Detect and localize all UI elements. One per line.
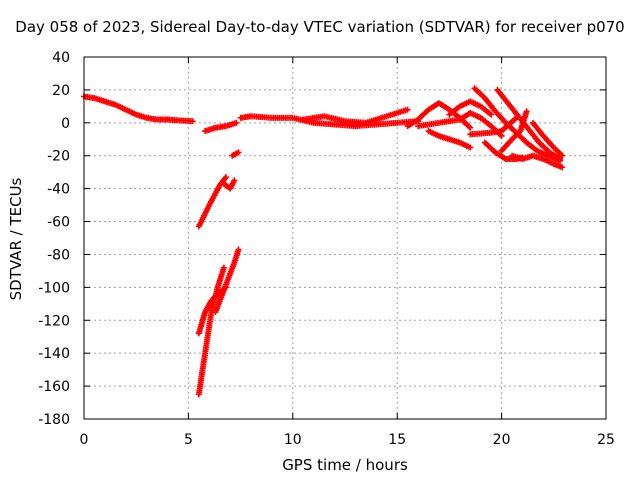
y-tick-label: -20 [47,149,70,165]
y-tick-label: -40 [47,182,70,198]
data-point [222,174,229,181]
data-point [404,106,411,113]
y-tick-label: -160 [38,379,70,395]
series-arc-7 [195,284,229,337]
grid-lines [84,57,606,419]
series-arc-8 [212,246,242,316]
x-tick-label: 20 [493,432,511,448]
data-point [231,177,238,184]
y-tick-label: 0 [61,116,70,132]
series-arc-1 [81,93,196,125]
series-arc-5 [220,177,238,192]
series-arc-12 [415,109,505,139]
data-point [559,152,566,159]
data-point [235,149,242,156]
data-point [523,108,530,115]
data-point [467,124,474,131]
series-arc-18 [498,108,530,154]
series-arc-20 [509,152,566,171]
series-arc-14 [446,98,495,118]
y-tick-labels: -180 -160 -140 -120 -100 -80 -60 -40 -20 0 20 40 [38,50,70,428]
series-arc-2 [202,119,240,135]
x-tick-label: 10 [284,432,302,448]
data-point [467,144,474,151]
data-points [81,85,566,398]
plot-frame [83,56,607,420]
series-arc-13 [425,128,474,151]
y-tick-label: -80 [47,247,70,263]
y-tick-label: -120 [38,313,70,329]
data-point [559,164,566,171]
y-tick-label: -60 [47,215,70,231]
y-tick-label: -100 [38,280,70,296]
x-tick-label: 5 [184,432,193,448]
y-tick-label: -140 [38,346,70,362]
series-arc-10 [300,106,411,126]
data-point [220,264,227,271]
y-tick-label: -180 [38,412,70,428]
series-arc-21 [529,119,566,159]
data-point [488,111,495,118]
series-arc-19 [467,114,520,138]
data-point [189,118,196,125]
data-point [513,114,520,121]
chart-title: Day 058 of 2023, Sidereal Day-to-day VTE… [15,18,625,36]
series-arc-9 [237,113,422,130]
series-arc-3 [229,149,242,159]
x-tick-label: 15 [388,432,406,448]
series-arc-4 [195,174,229,230]
x-axis-label: GPS time / hours [282,456,408,474]
data-point [233,119,240,126]
y-tick-label: 40 [52,50,70,66]
series-arc-17 [494,86,564,163]
x-tick-labels: 0 5 10 15 20 25 [80,432,615,448]
x-tick-label: 25 [597,432,615,448]
data-point [235,246,242,253]
x-tick-label: 0 [80,432,89,448]
y-tick-label: 20 [52,83,70,99]
